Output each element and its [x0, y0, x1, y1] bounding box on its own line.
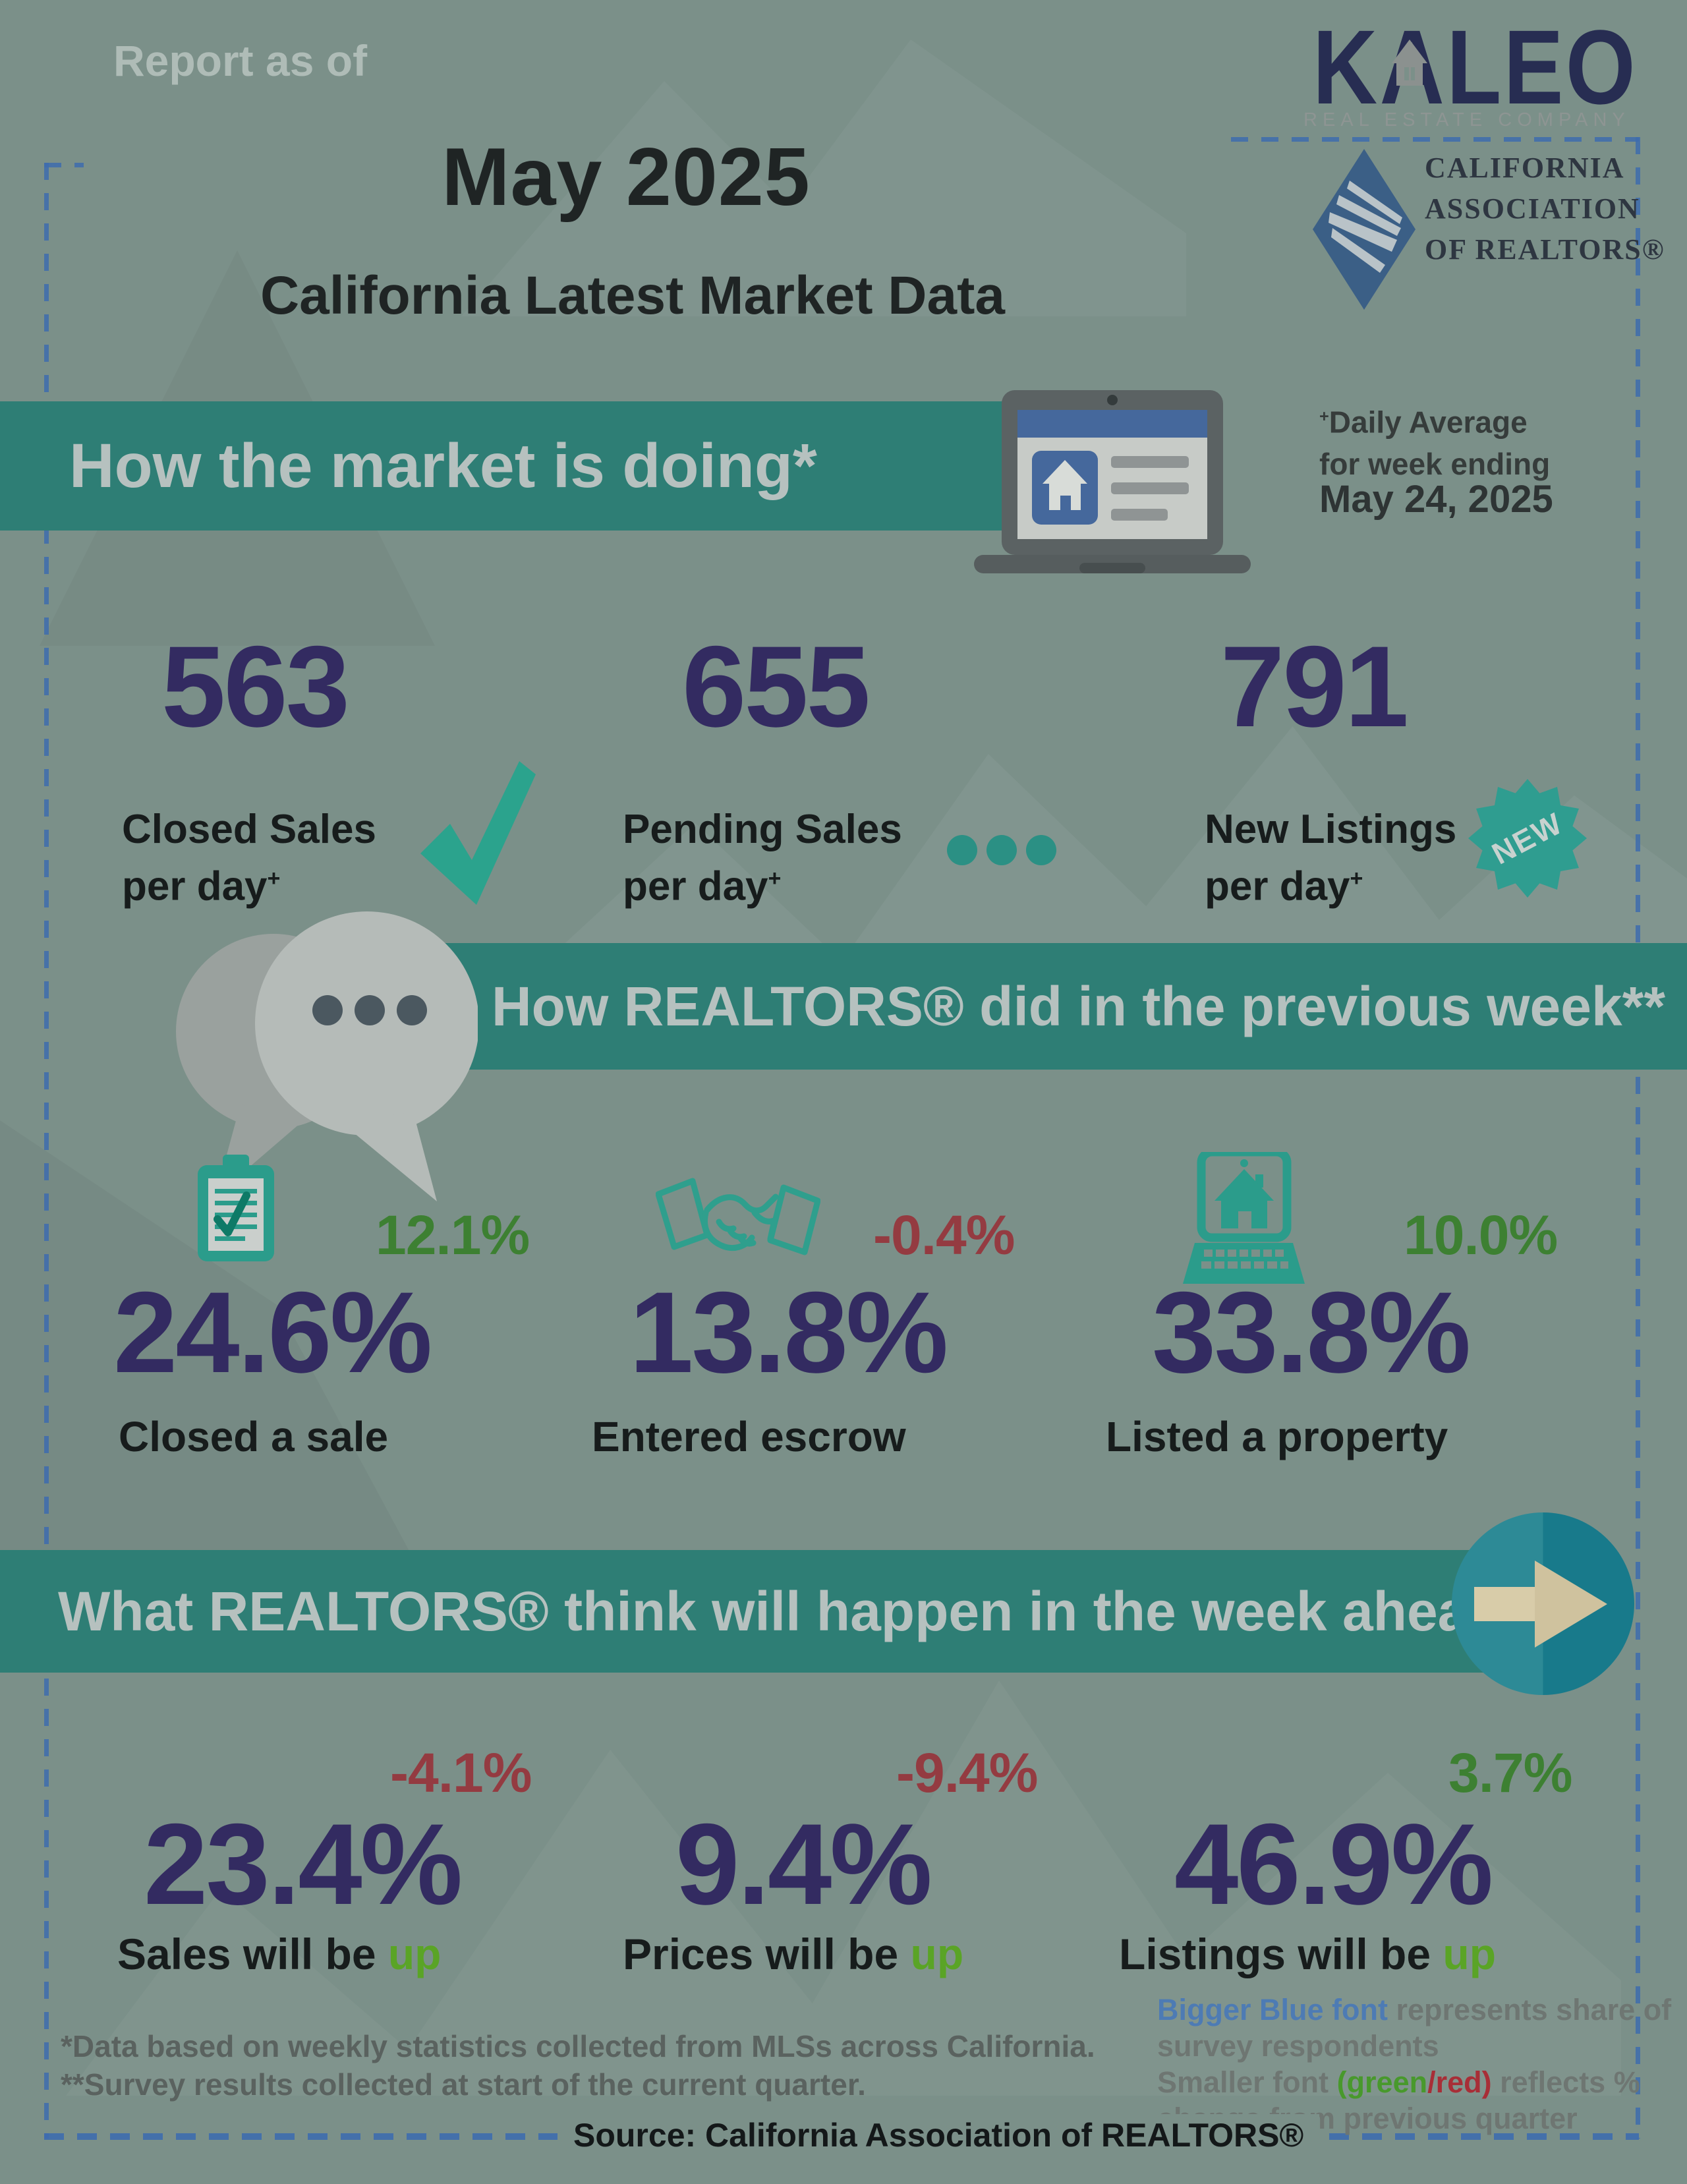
- listings-up-label: Listings will be up: [1119, 1932, 1496, 1976]
- entered-escrow-value: 13.8%: [629, 1269, 948, 1397]
- new-badge-icon: NEW: [1468, 779, 1587, 898]
- legend-text: represents share of: [1387, 1993, 1672, 2026]
- banner-realtors-week-text: How REALTORS® did in the previous week**: [492, 975, 1666, 1037]
- listed-property-value: 33.8%: [1152, 1269, 1471, 1397]
- footnote-2: **Survey results collected at start of t…: [61, 2067, 866, 2102]
- sales-up-change: -4.1%: [390, 1742, 532, 1804]
- closed-sale-label: Closed a sale: [119, 1413, 389, 1460]
- listed-property-change: 10.0%: [1404, 1204, 1558, 1266]
- kaleo-tagline: REAL ESTATE COMPANY: [1303, 109, 1630, 130]
- label-up: up: [387, 1930, 442, 1978]
- car-diamond-logo: [1313, 149, 1415, 310]
- banner-week-ahead-text: What REALTORS® think will happen in the …: [58, 1580, 1546, 1642]
- laptop-icon: [974, 390, 1251, 573]
- dashed-border-right: [1636, 137, 1640, 2139]
- new-listings-label: New Listings per day+: [1205, 805, 1456, 911]
- right-arrow-icon: [1473, 1560, 1607, 1648]
- report-as-of-label: Report as of: [113, 36, 368, 85]
- listings-up-change: 3.7%: [1448, 1742, 1572, 1804]
- laptop-house-icon: [1183, 1152, 1305, 1284]
- plus-marker: +: [768, 866, 782, 891]
- clipboard-icon: [198, 1155, 274, 1261]
- label-up: up: [1443, 1930, 1497, 1978]
- checkmark-icon: [420, 761, 536, 905]
- pending-sales-value: 655: [682, 623, 871, 751]
- car-line2: ASSOCIATION: [1425, 192, 1640, 225]
- legend-text: survey respondents: [1157, 2029, 1439, 2063]
- car-line3: OF REALTORS®: [1425, 233, 1665, 266]
- plus-marker: +: [1319, 407, 1329, 426]
- note-line2: for week ending: [1319, 447, 1551, 482]
- label-line: Pending Sales: [623, 807, 902, 852]
- banner-market-text: How the market is doing*: [69, 431, 817, 501]
- pending-sales-label: Pending Sales per day+: [623, 805, 902, 911]
- label-line: New Listings: [1205, 807, 1457, 852]
- week-ending-date: May 24, 2025: [1319, 478, 1553, 521]
- sales-up-label: Sales will be up: [117, 1932, 442, 1976]
- closed-sale-change: 12.1%: [376, 1204, 530, 1266]
- label-text: Prices will be: [623, 1930, 911, 1978]
- legend: Bigger Blue font represents share of sur…: [1157, 1992, 1671, 2137]
- kaleo-logo: KALEO: [1313, 8, 1638, 126]
- daily-average-note: +Daily Average for week ending: [1319, 395, 1550, 485]
- label-text: Listings will be: [1119, 1930, 1443, 1978]
- banner-market: How the market is doing*: [0, 401, 1071, 531]
- closed-sales-label: Closed Sales per day+: [122, 805, 376, 911]
- speech-bubbles-icon: [176, 911, 478, 1201]
- footnote-1: *Data based on weekly statistics collect…: [61, 2029, 1095, 2063]
- page-title: May 2025: [442, 132, 811, 223]
- car-line1: CALIFORNIA: [1425, 152, 1625, 184]
- footnotes: *Data based on weekly statistics collect…: [61, 2027, 1095, 2104]
- three-dots-icon: [947, 835, 1066, 869]
- label-line: per day: [623, 863, 768, 909]
- kaleo-house-icon: [1392, 40, 1427, 86]
- banner-realtors-week: How REALTORS® did in the previous week**: [420, 943, 1687, 1070]
- label-up: up: [910, 1930, 964, 1978]
- legend-text: Smaller font: [1157, 2065, 1337, 2099]
- new-listings-value: 791: [1220, 623, 1409, 751]
- dashed-border-top-right: [1231, 137, 1639, 142]
- closed-sales-value: 563: [161, 623, 350, 751]
- label-line: per day: [1205, 863, 1350, 909]
- new-badge-text: NEW: [1486, 805, 1569, 871]
- dashed-border-top-left: [44, 163, 84, 167]
- label-line: per day: [122, 863, 268, 909]
- legend-green: (green: [1336, 2065, 1428, 2099]
- page-subtitle: California Latest Market Data: [260, 266, 1006, 326]
- banner-week-ahead: What REALTORS® think will happen in the …: [0, 1550, 1555, 1673]
- closed-sale-value: 24.6%: [113, 1269, 432, 1397]
- plus-marker: +: [1350, 866, 1363, 891]
- label-line: Closed Sales: [122, 807, 376, 852]
- listed-property-label: Listed a property: [1106, 1413, 1448, 1460]
- prices-up-value: 9.4%: [675, 1800, 932, 1929]
- legend-red: /red): [1427, 2065, 1492, 2099]
- sales-up-value: 23.4%: [144, 1800, 463, 1929]
- handshake-icon: [656, 1178, 820, 1255]
- entered-escrow-change: -0.4%: [873, 1204, 1015, 1266]
- legend-blue: Bigger Blue font: [1157, 1993, 1388, 2026]
- label-text: Sales will be: [117, 1930, 388, 1978]
- entered-escrow-label: Entered escrow: [592, 1413, 906, 1460]
- legend-text: reflects %: [1491, 2065, 1640, 2099]
- listings-up-value: 46.9%: [1174, 1800, 1493, 1929]
- source-label: Source: California Association of REALTO…: [558, 2114, 1320, 2156]
- prices-up-label: Prices will be up: [623, 1932, 963, 1976]
- prices-up-change: -9.4%: [896, 1742, 1038, 1804]
- note-line1: Daily Average: [1329, 405, 1528, 440]
- dashed-border-left: [44, 163, 49, 2139]
- arrow-circle: [1452, 1512, 1634, 1695]
- car-logo-text: CALIFORNIA ASSOCIATION OF REALTORS®: [1425, 148, 1665, 270]
- plus-marker: +: [267, 866, 281, 891]
